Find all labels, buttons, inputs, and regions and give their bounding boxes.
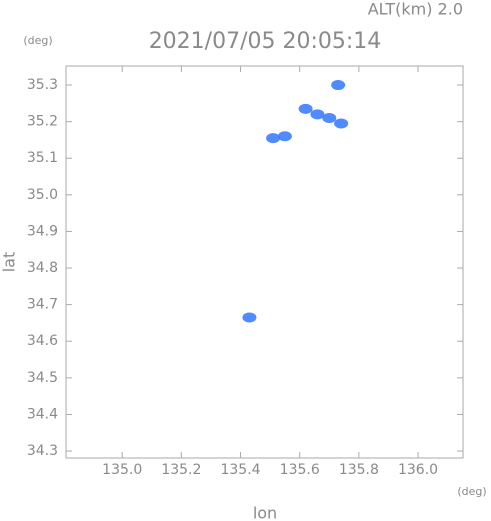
echo-cell [310, 109, 325, 120]
y-tick-label: 34.8 [27, 260, 58, 276]
y-tick-label: 34.5 [27, 370, 58, 386]
y-tick-label: 34.6 [27, 333, 58, 349]
y-tick-label: 35.2 [27, 114, 58, 130]
x-tick-label: 135.0 [102, 462, 142, 478]
x-tick-label: 136.0 [398, 462, 438, 478]
echo-cell [334, 118, 349, 129]
y-unit: (deg) [23, 34, 52, 47]
echo-cell [266, 133, 281, 144]
x-tick-label: 135.6 [280, 462, 320, 478]
echo-cell [242, 312, 257, 323]
y-axis-label: lat [0, 252, 19, 273]
echo-cell [331, 80, 346, 91]
x-tick-label: 135.2 [161, 462, 201, 478]
x-axis-label: lon [253, 504, 277, 521]
y-tick-label: 34.4 [27, 406, 58, 422]
echo-cell [298, 103, 313, 114]
echo-cell [277, 131, 292, 142]
plot-frame [65, 65, 464, 459]
y-tick-label: 35.1 [27, 150, 58, 166]
chart-title: 2021/07/05 20:05:14 [149, 29, 382, 54]
y-tick-label: 35.0 [27, 187, 58, 203]
x-unit: (deg) [457, 485, 486, 498]
y-tick-label: 34.7 [27, 297, 58, 313]
echo-cell [322, 112, 337, 123]
x-tick-label: 135.8 [339, 462, 379, 478]
x-tick-label: 135.4 [220, 462, 260, 478]
y-tick-label: 35.3 [27, 77, 58, 93]
chart-subtitle: ALT(km) 2.0 [368, 0, 463, 19]
y-tick-label: 34.9 [27, 223, 58, 239]
y-tick-label: 34.3 [27, 443, 58, 459]
